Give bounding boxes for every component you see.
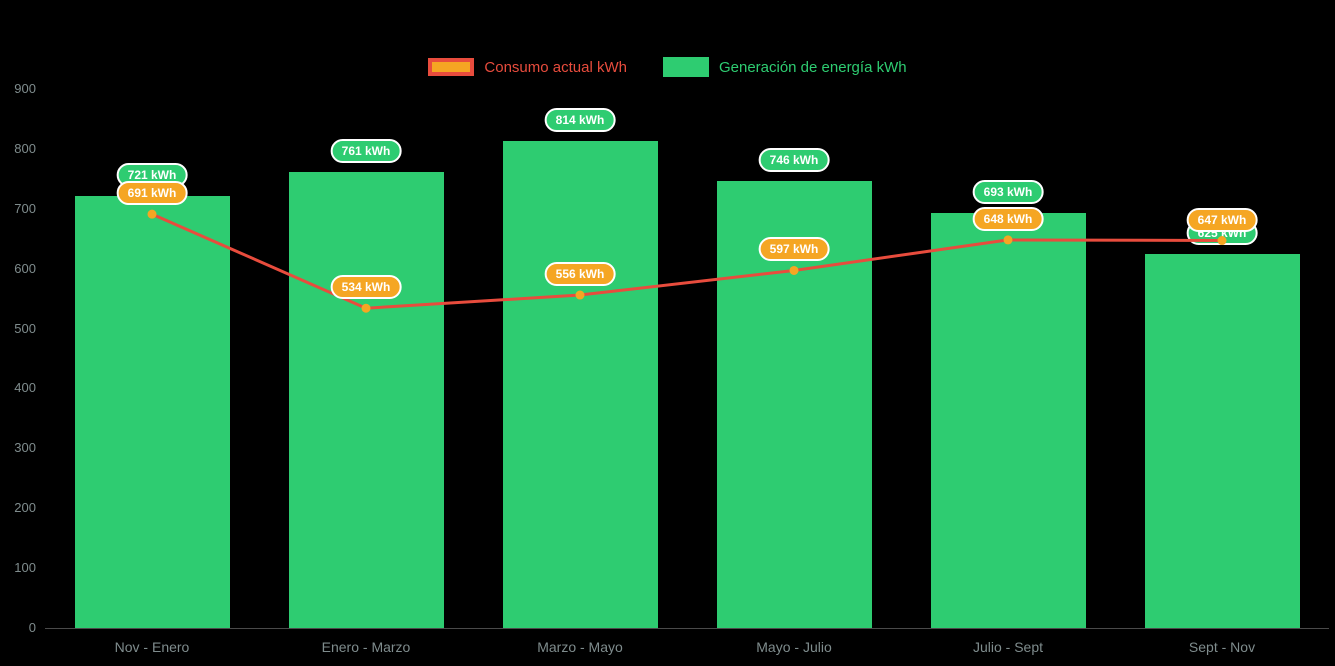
consumption-value-label: 534 kWh — [330, 275, 402, 300]
generation-value-label: 746 kWh — [758, 148, 830, 173]
generation-legend-swatch-icon — [662, 57, 709, 77]
y-axis-tick-label: 200 — [14, 500, 36, 516]
y-axis-tick-label: 500 — [14, 320, 36, 336]
y-axis-tick-label: 100 — [14, 560, 36, 576]
legend-item-bar-series[interactable]: Generación de energía kWh — [662, 57, 907, 77]
legend-label: Generación de energía kWh — [718, 58, 907, 76]
consumption-value-label: 648 kWh — [972, 206, 1044, 231]
consumption-legend-swatch-icon — [428, 58, 475, 76]
consumption-value-label: 691 kWh — [116, 181, 188, 206]
y-axis-tick-label: 400 — [14, 380, 36, 396]
generation-value-label: 814 kWh — [544, 107, 616, 132]
y-axis-tick-label: 300 — [14, 440, 36, 456]
chart-legend: Consumo actual kWh Generación de energía … — [0, 57, 1335, 77]
x-axis-category-label: Marzo - Mayo — [537, 639, 623, 655]
y-axis-tick-label: 800 — [14, 140, 36, 156]
legend-label: Consumo actual kWh — [484, 58, 627, 76]
y-axis-tick-label: 700 — [14, 200, 36, 216]
x-axis-category-label: Julio - Sept — [972, 639, 1044, 655]
generation-bar[interactable] — [1144, 253, 1300, 628]
legend-item-line-series[interactable]: Consumo actual kWh — [428, 58, 627, 76]
y-axis-tick-label: 600 — [14, 260, 36, 276]
y-axis-tick-label: 0 — [28, 620, 36, 635]
consumption-value-label: 556 kWh — [544, 262, 616, 287]
consumption-value-label: 647 kWh — [1186, 207, 1258, 232]
x-axis-category-label: Mayo - Julio — [756, 639, 832, 655]
consumption-value-label: 597 kWh — [758, 237, 830, 262]
x-axis-category-label: Nov - Enero — [114, 639, 190, 655]
x-axis-category-label: Sept - Nov — [1188, 639, 1256, 655]
y-axis-tick-label: 900 — [14, 81, 36, 96]
x-axis-category-label: Enero - Marzo — [321, 639, 411, 655]
generation-value-label: 693 kWh — [972, 179, 1044, 204]
generation-value-label: 761 kWh — [330, 139, 402, 164]
x-axis-baseline — [45, 628, 1329, 629]
